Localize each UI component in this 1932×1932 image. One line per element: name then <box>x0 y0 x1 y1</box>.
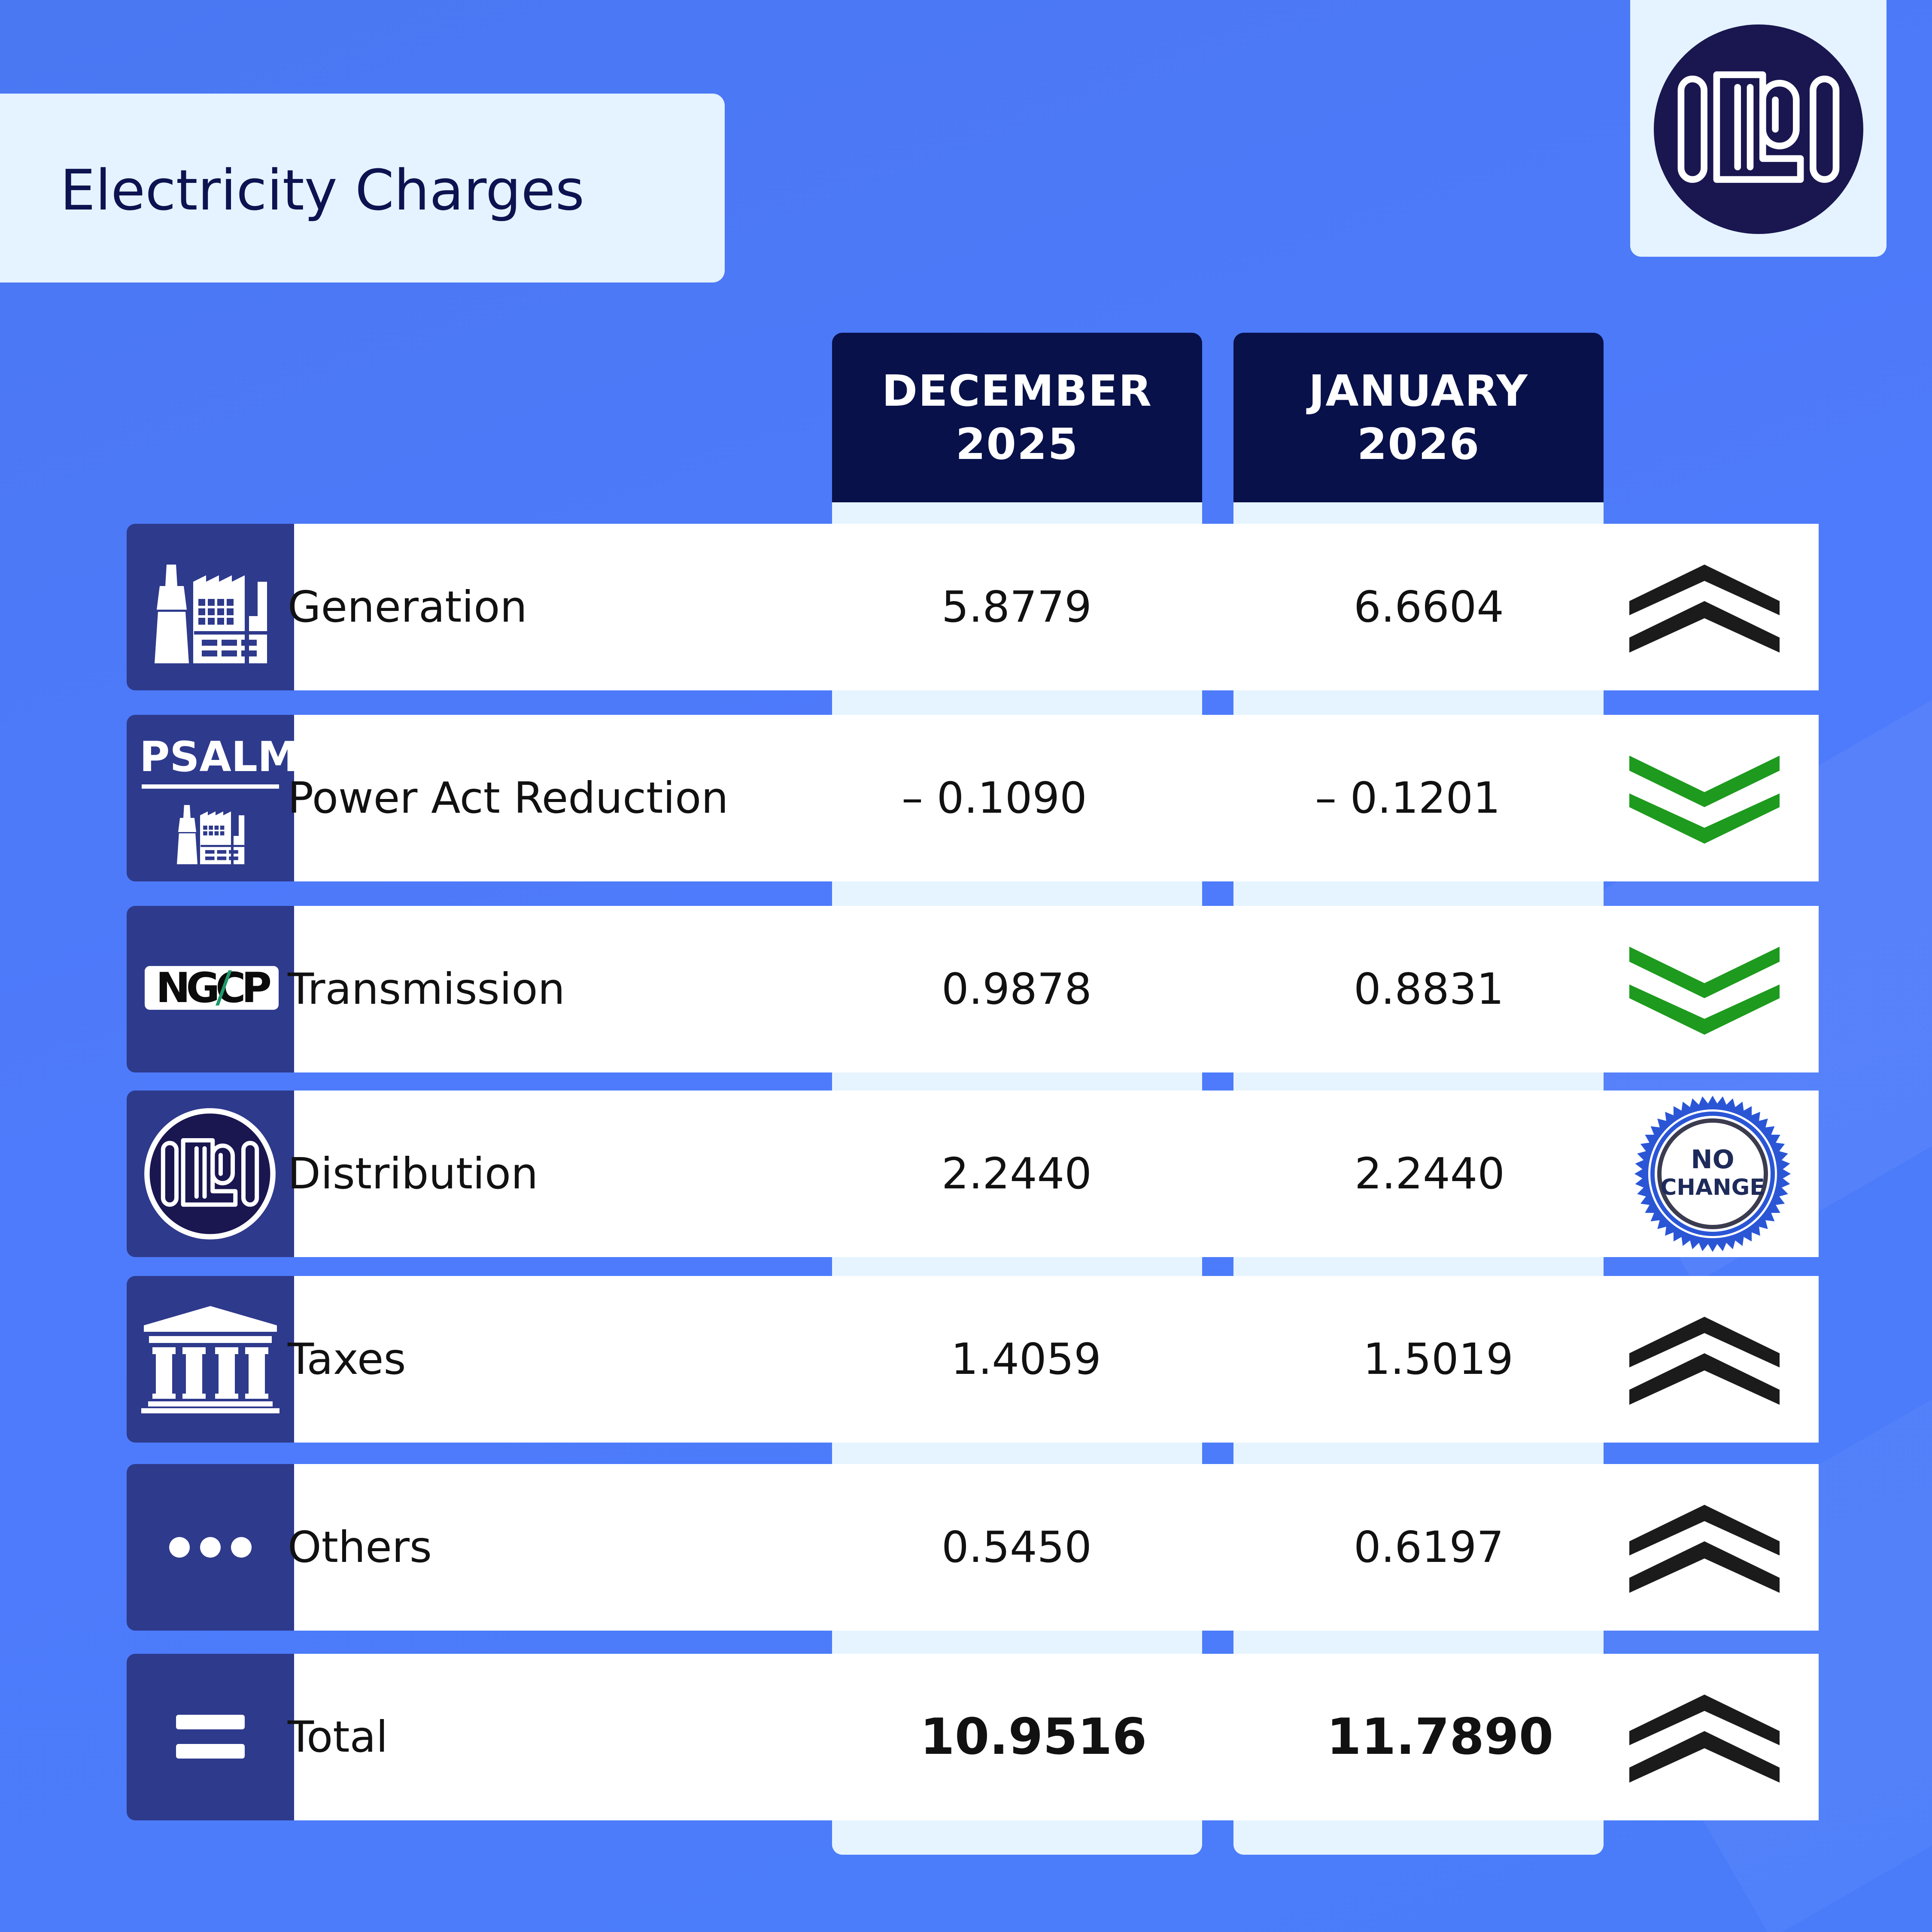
row-body <box>294 1091 1819 1257</box>
table-row-generation: Generation 5.8779 6.6604 <box>127 524 1819 690</box>
decrease-chevron-icon <box>1629 756 1780 844</box>
decrease-chevron-icon <box>1629 947 1780 1035</box>
increase-chevron-icon <box>1629 1695 1780 1783</box>
column-month: DECEMBER <box>881 365 1153 416</box>
row-label: Transmission <box>288 964 565 1014</box>
row-icon-box <box>127 1464 294 1631</box>
row-icon-box <box>127 1276 294 1443</box>
table-row-transmission: NGCP Transmission 0.9878 0.8831 <box>127 906 1819 1072</box>
ngcp-logo-text: NGCP <box>156 964 272 1012</box>
row-body <box>294 1276 1819 1443</box>
equals-icon <box>176 1715 245 1759</box>
value-january: 11.7890 <box>1327 1708 1554 1766</box>
value-january: 2.2440 <box>1355 1148 1505 1199</box>
value-january: 1.5019 <box>1363 1334 1513 1384</box>
column-year: 2026 <box>1357 419 1480 469</box>
value-december: 0.5450 <box>942 1522 1092 1572</box>
page-title: Electricity Charges <box>60 158 585 223</box>
power-plant-icon <box>177 805 245 864</box>
meralco-logo <box>144 1108 276 1239</box>
row-icon-box: NGCP <box>127 906 294 1072</box>
meralco-logo <box>1654 24 1863 234</box>
psalm-logo-underline <box>142 784 279 789</box>
row-body <box>294 906 1819 1072</box>
value-january: 6.6604 <box>1354 582 1504 632</box>
ellipsis-icon <box>169 1537 252 1558</box>
table-row-distribution: Distribution 2.2440 2.2440 NO CHANGE <box>127 1091 1819 1257</box>
value-december: 2.2440 <box>942 1148 1092 1199</box>
value-january: 0.8831 <box>1354 964 1504 1014</box>
ngcp-logo: NGCP <box>145 966 279 1010</box>
column-year: 2025 <box>955 419 1079 469</box>
value-december: 1.4059 <box>951 1334 1101 1384</box>
row-body <box>294 1464 1819 1631</box>
table-row-total: Total 10.9516 11.7890 <box>127 1654 1819 1820</box>
row-body <box>294 1654 1819 1820</box>
row-icon-box <box>127 524 294 690</box>
row-icon-box: PSALM <box>127 715 299 881</box>
value-december: – 0.1090 <box>902 773 1087 823</box>
government-building-icon <box>141 1306 279 1413</box>
column-month: JANUARY <box>1309 365 1528 416</box>
badge-line-2: CHANGE <box>1660 1175 1765 1200</box>
psalm-logo-text: PSALM <box>140 733 299 781</box>
column-header-december: DECEMBER 2025 <box>832 333 1202 502</box>
title-box: Electricity Charges <box>0 94 725 283</box>
row-label: Power Act Reduction <box>288 773 729 823</box>
seal-icon <box>1634 1096 1791 1252</box>
row-label: Distribution <box>288 1148 538 1199</box>
value-january: – 0.1201 <box>1315 773 1501 823</box>
value-december: 5.8779 <box>942 582 1092 632</box>
brand-logo-card <box>1630 0 1886 257</box>
value-december: 0.9878 <box>942 964 1092 1014</box>
badge-line-1: NO <box>1691 1145 1735 1175</box>
increase-chevron-icon <box>1629 565 1780 653</box>
value-january: 0.6197 <box>1354 1522 1504 1572</box>
value-december: 10.9516 <box>920 1708 1147 1766</box>
increase-chevron-icon <box>1629 1317 1780 1405</box>
row-icon-box <box>127 1091 294 1257</box>
row-label: Generation <box>288 582 527 632</box>
row-body <box>294 524 1819 690</box>
row-icon-box <box>127 1654 294 1820</box>
table-row-taxes: Taxes 1.4059 1.5019 <box>127 1276 1819 1443</box>
table-row-others: Others 0.5450 0.6197 <box>127 1464 1819 1631</box>
no-change-badge: NO CHANGE <box>1634 1095 1792 1253</box>
table-row-power-act-reduction: PSALM Po <box>127 715 1819 881</box>
row-label: Others <box>288 1522 432 1572</box>
column-header-january: JANUARY 2026 <box>1233 333 1604 502</box>
row-label: Taxes <box>288 1334 406 1384</box>
power-plant-icon <box>155 565 267 663</box>
increase-chevron-icon <box>1629 1505 1780 1593</box>
row-body <box>294 715 1819 881</box>
row-label: Total <box>288 1712 388 1762</box>
